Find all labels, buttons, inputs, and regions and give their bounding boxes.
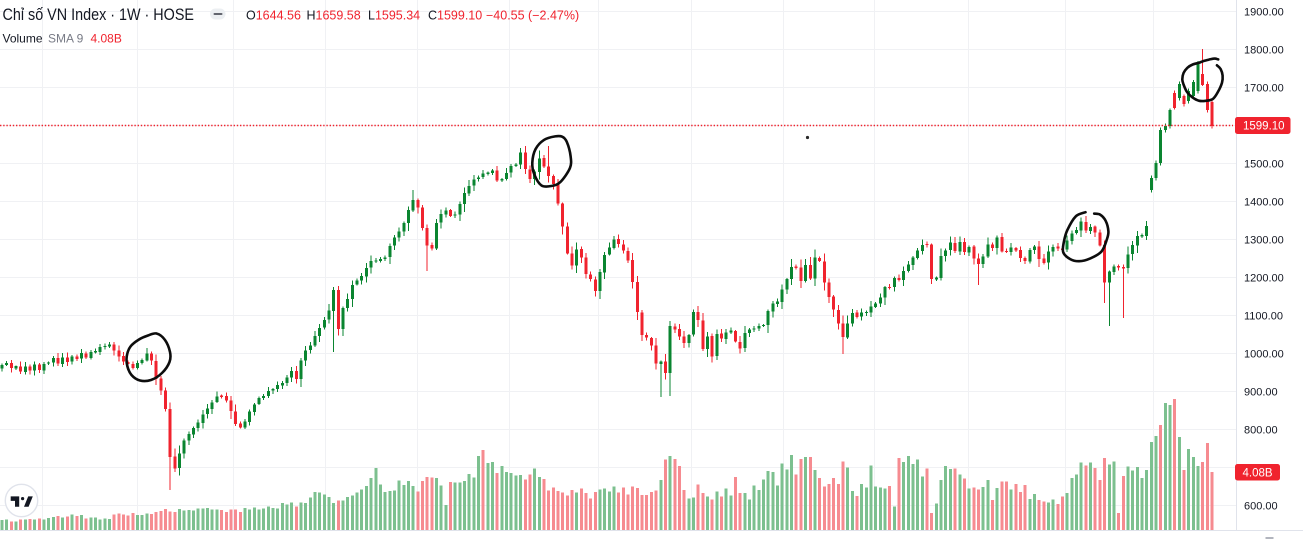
svg-text:600.00: 600.00 (1244, 500, 1278, 512)
svg-text:4.08B: 4.08B (1243, 467, 1273, 479)
svg-text:Chỉ số VN Index · 1W · HOSE: Chỉ số VN Index · 1W · HOSE (3, 5, 195, 24)
svg-text:1400.00: 1400.00 (1244, 196, 1284, 208)
svg-text:−40.55 (−2.47%): −40.55 (−2.47%) (486, 9, 579, 23)
svg-text:1800.00: 1800.00 (1244, 44, 1284, 56)
svg-text:SMA 9: SMA 9 (48, 31, 84, 45)
svg-text:1599.10: 1599.10 (1243, 121, 1285, 133)
svg-text:1900.00: 1900.00 (1244, 6, 1284, 18)
svg-text:O1644.56: O1644.56 (246, 9, 301, 23)
svg-text:C1599.10: C1599.10 (428, 9, 482, 23)
svg-text:Volume: Volume (3, 31, 43, 45)
svg-text:1300.00: 1300.00 (1244, 234, 1284, 246)
svg-text:L1595.34: L1595.34 (368, 9, 420, 23)
svg-text:1500.00: 1500.00 (1244, 158, 1284, 170)
svg-text:1100.00: 1100.00 (1244, 310, 1283, 322)
svg-text:1700.00: 1700.00 (1244, 82, 1284, 94)
svg-text:900.00: 900.00 (1244, 386, 1278, 398)
svg-text:H1659.58: H1659.58 (307, 9, 361, 23)
svg-text:800.00: 800.00 (1244, 424, 1278, 436)
svg-text:1000.00: 1000.00 (1244, 348, 1284, 360)
svg-text:1200.00: 1200.00 (1244, 272, 1284, 284)
svg-text:4.08B: 4.08B (91, 31, 122, 45)
